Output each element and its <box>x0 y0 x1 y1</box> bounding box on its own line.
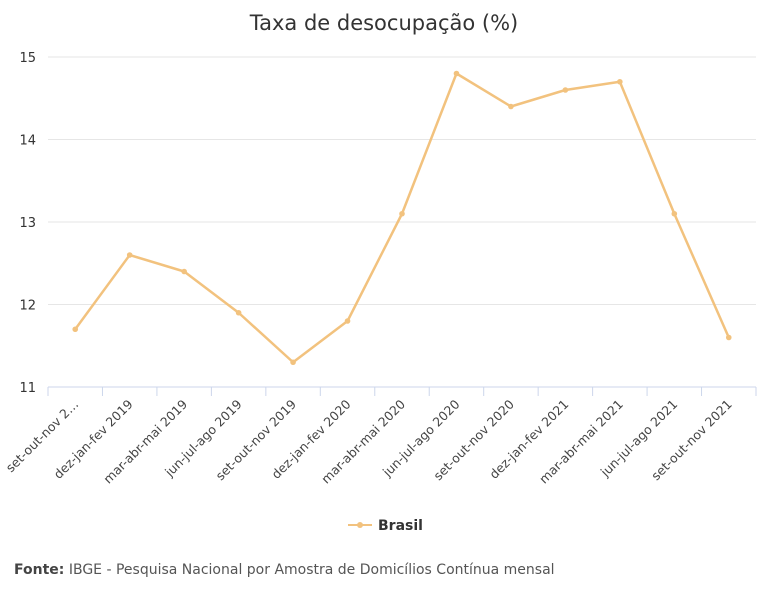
source-text: IBGE - Pesquisa Nacional por Amostra de … <box>68 562 555 578</box>
source-label: Fonte: <box>14 562 65 578</box>
data-point[interactable] <box>290 359 296 366</box>
y-tick-label: 15 <box>19 51 36 66</box>
chart-title: Taxa de desocupação (%) <box>249 11 519 35</box>
data-point[interactable] <box>453 70 460 77</box>
data-point[interactable] <box>562 87 569 93</box>
data-point[interactable] <box>181 268 187 275</box>
data-point[interactable] <box>344 318 351 324</box>
gridlines <box>48 56 756 305</box>
series-line <box>73 72 731 364</box>
data-point[interactable] <box>235 309 242 316</box>
series-brasil <box>72 70 732 366</box>
data-point[interactable] <box>671 210 678 217</box>
data-point[interactable] <box>725 334 732 341</box>
y-tick-label: 11 <box>19 381 36 396</box>
legend-item-brasil: Brasil <box>378 518 423 534</box>
data-point[interactable] <box>72 326 79 333</box>
source-note: Fonte: IBGE - Pesquisa Nacional por Amos… <box>14 562 555 578</box>
y-tick-label: 13 <box>19 216 36 231</box>
data-point[interactable] <box>617 78 623 85</box>
legend[interactable]: Brasil <box>348 518 423 534</box>
data-point[interactable] <box>126 252 133 258</box>
y-axis-ticks: 11 12 13 14 15 <box>19 51 36 396</box>
y-tick-label: 12 <box>19 299 36 314</box>
data-point[interactable] <box>399 210 405 217</box>
legend-marker-swatch <box>357 522 363 528</box>
x-axis: set-out-nov 2…dez-jan-fev 2019mar-abr-ma… <box>3 386 757 486</box>
data-point[interactable] <box>508 103 514 110</box>
y-tick-label: 14 <box>19 134 36 149</box>
